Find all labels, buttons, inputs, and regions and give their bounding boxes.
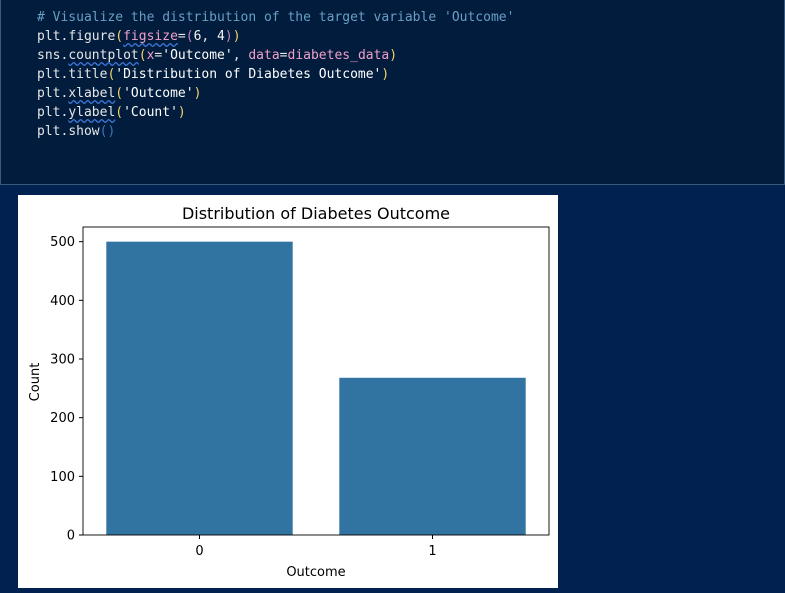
code-token: show — [68, 124, 100, 139]
code-token: 'Count' — [123, 105, 178, 120]
code-editor[interactable]: # Visualize the distribution of the targ… — [37, 8, 514, 141]
x-tick-label: 0 — [195, 544, 203, 559]
code-token: , — [201, 29, 218, 44]
code-line: sns.countplot(x='Outcome', data=diabetes… — [37, 46, 514, 65]
code-cell[interactable]: # Visualize the distribution of the targ… — [0, 0, 785, 185]
code-token: ) — [193, 86, 202, 101]
code-token: ) — [389, 48, 398, 63]
code-token: . — [60, 29, 69, 44]
code-token: figure — [68, 29, 116, 44]
code-token: plt — [37, 124, 61, 139]
code-token: ( — [99, 124, 108, 139]
y-axis-label: Count — [28, 363, 43, 402]
output-area: Distribution of Diabetes Outcome 0 1 0 100 2… — [18, 195, 558, 588]
code-token: data — [248, 48, 280, 63]
code-token: ) — [381, 67, 390, 82]
code-token: ) — [177, 105, 186, 120]
y-tick-label: 300 — [50, 353, 75, 368]
code-token: . — [60, 48, 69, 63]
code-token: 6 — [193, 29, 202, 44]
code-token: 'Outcome' — [123, 86, 194, 101]
code-token: figsize — [123, 29, 178, 44]
bar — [339, 377, 526, 535]
code-token: . — [60, 105, 69, 120]
code-token: ( — [115, 29, 124, 44]
code-token: 'Distribution of Diabetes Outcome' — [115, 67, 382, 82]
code-token: ) — [232, 29, 241, 44]
y-tick-label: 400 — [50, 294, 75, 309]
code-token: , — [232, 48, 249, 63]
code-line: plt.ylabel('Count') — [37, 103, 514, 122]
code-line: # Visualize the distribution of the targ… — [37, 8, 514, 27]
x-tick-label: 1 — [428, 544, 436, 559]
code-token: 4 — [217, 29, 225, 44]
code-token: ) — [107, 124, 116, 139]
y-tick-label: 100 — [50, 470, 75, 485]
plot-frame — [82, 226, 550, 536]
code-line: plt.figure(figsize=(6, 4)) — [37, 27, 514, 46]
code-token: ) — [224, 29, 233, 44]
y-tick-label: 200 — [50, 411, 75, 426]
code-token: xlabel — [68, 86, 116, 101]
code-token: title — [68, 67, 108, 82]
plot-area: 0 1 0 100 200 300 400 500 — [50, 226, 550, 559]
y-tick-label: 500 — [50, 235, 75, 250]
code-line: plt.title('Distribution of Diabetes Outc… — [37, 65, 514, 84]
code-token: ( — [115, 86, 124, 101]
code-line: plt.show() — [37, 122, 514, 141]
code-token: = — [279, 48, 288, 63]
code-token: ( — [138, 48, 147, 63]
chart-title: Distribution of Diabetes Outcome — [182, 204, 450, 223]
code-token: ylabel — [68, 105, 116, 120]
code-token: = — [177, 29, 186, 44]
code-token: plt — [37, 86, 61, 101]
bar — [106, 241, 293, 535]
code-token: ( — [115, 105, 124, 120]
code-token: 'Outcome' — [162, 48, 233, 63]
code-token: . — [60, 124, 69, 139]
x-axis-label: Outcome — [286, 565, 345, 580]
code-token: plt — [37, 67, 61, 82]
code-token: # Visualize the distribution of the targ… — [37, 10, 515, 25]
code-token: plt — [37, 29, 61, 44]
bar-chart: Distribution of Diabetes Outcome 0 1 0 100 2… — [28, 204, 550, 580]
code-token: . — [60, 67, 69, 82]
code-token: diabetes_data — [287, 48, 390, 63]
code-token: . — [60, 86, 69, 101]
y-tick-label: 0 — [67, 529, 75, 544]
code-token: = — [154, 48, 163, 63]
code-token: sns — [37, 48, 61, 63]
code-token: ( — [107, 67, 116, 82]
code-line: plt.xlabel('Outcome') — [37, 84, 514, 103]
code-token: x — [146, 48, 155, 63]
code-token: plt — [37, 105, 61, 120]
code-token: countplot — [68, 48, 139, 63]
code-token: ( — [185, 29, 194, 44]
